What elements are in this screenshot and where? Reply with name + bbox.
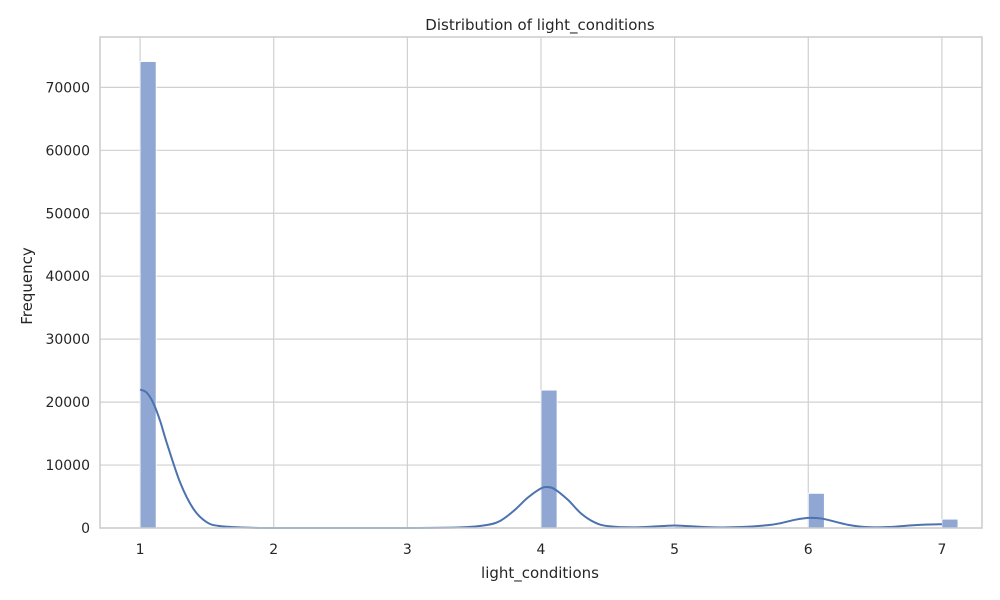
y-tick-label: 20000	[45, 395, 90, 411]
histogram-bar	[941, 518, 959, 529]
y-tick-label: 0	[81, 521, 90, 537]
chart-title: Distribution of light_conditions	[425, 16, 655, 35]
kde-curve-layer	[139, 388, 942, 530]
x-tick-label: 1	[136, 542, 145, 558]
y-tick-labels: 0 10000 20000 30000 40000 50000 60000 70000	[45, 80, 90, 537]
y-tick-label: 70000	[45, 80, 90, 96]
x-tick-label: 2	[269, 542, 278, 558]
y-tick-label: 40000	[45, 269, 90, 285]
y-tick-label: 10000	[45, 458, 90, 474]
histogram-bar	[139, 61, 157, 529]
plot-frame	[99, 36, 983, 529]
x-tick-label: 3	[403, 542, 412, 558]
histogram-bar	[807, 492, 825, 529]
y-tick-label: 50000	[45, 206, 90, 222]
y-tick-label: 60000	[45, 143, 90, 159]
x-tick-label: 6	[804, 542, 813, 558]
grid-lines	[100, 37, 982, 529]
x-tick-labels: 1 2 3 4 5 6 7	[136, 542, 947, 558]
x-tick-label: 5	[670, 542, 679, 558]
x-tick-label: 7	[937, 542, 946, 558]
x-tick-label: 4	[537, 542, 546, 558]
y-axis-label: Frequency	[18, 247, 36, 325]
y-tick-label: 30000	[45, 332, 90, 348]
histogram-bars	[139, 61, 959, 529]
histogram-bar	[540, 389, 558, 529]
kde-curve	[139, 388, 942, 530]
x-axis-label: light_conditions	[481, 564, 599, 583]
